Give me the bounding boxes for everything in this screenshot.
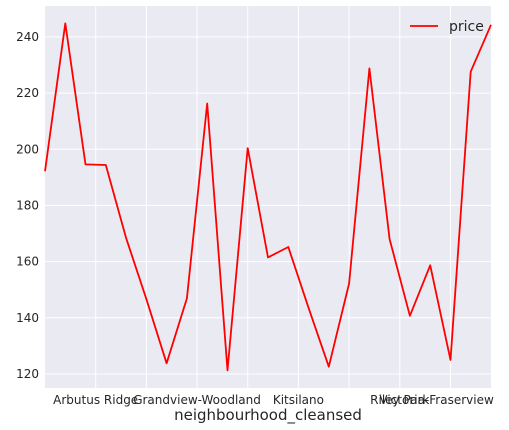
- y-tick-label: 120: [16, 367, 39, 381]
- x-axis-label: neighbourhood_cleansed: [174, 406, 362, 425]
- series-layer: [44, 22, 492, 372]
- x-tick-label: Riley Park: [370, 393, 429, 407]
- legend-label-price: price: [449, 19, 484, 35]
- grid: [45, 6, 491, 388]
- x-tick-label: Grandview-Woodland: [133, 393, 261, 407]
- series-line-price: [44, 22, 492, 372]
- y-tick-label: 160: [16, 255, 39, 269]
- x-tick-label: Arbutus Ridge: [53, 393, 138, 407]
- x-tick-label: Kitsilano: [273, 393, 324, 407]
- plot-background: [45, 6, 491, 388]
- y-tick-labels: 120 140 160 180 200 220 240: [16, 30, 39, 381]
- y-tick-label: 240: [16, 30, 39, 44]
- legend: price: [410, 19, 484, 35]
- x-tick-label: Victoria-Fraserview: [379, 393, 494, 407]
- y-tick-label: 140: [16, 311, 39, 325]
- y-tick-label: 200: [16, 142, 39, 156]
- y-tick-label: 220: [16, 86, 39, 100]
- y-tick-label: 180: [16, 198, 39, 212]
